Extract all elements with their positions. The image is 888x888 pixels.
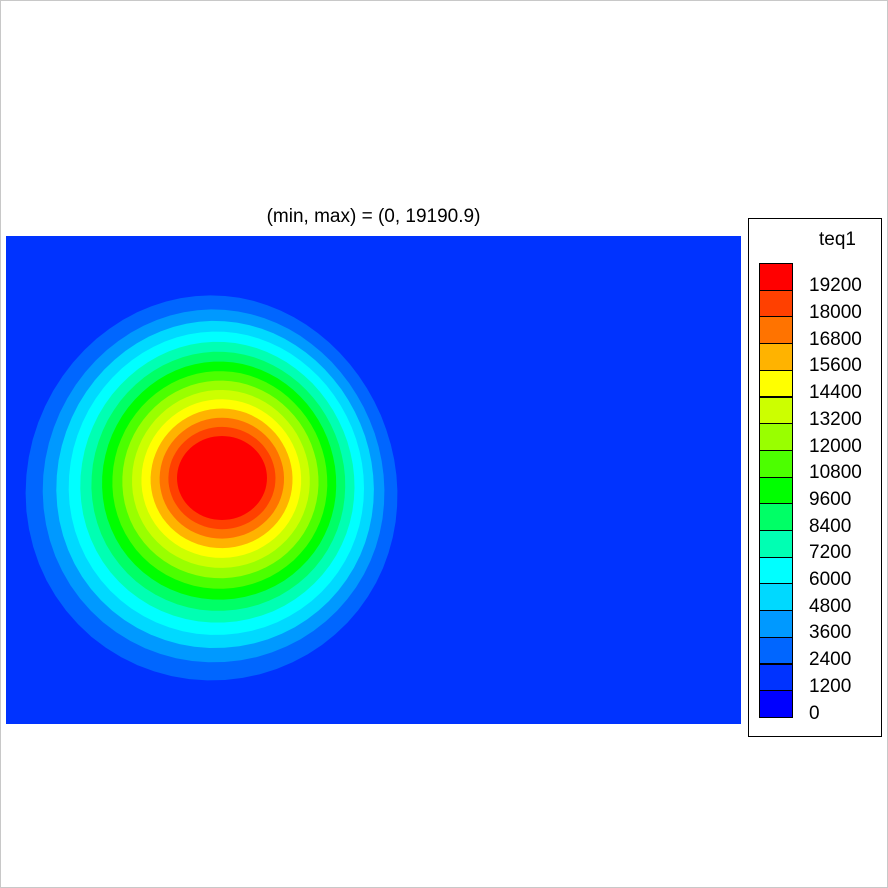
legend-label-4800: 4800 — [809, 595, 852, 617]
legend: teq1 19200 18000 16800 15600 14400 13200 12000… — [748, 218, 882, 737]
legend-swatch-8400 — [759, 503, 793, 531]
legend-swatch-4800 — [759, 583, 793, 612]
legend-label-15600: 15600 — [809, 355, 862, 377]
legend-label-12000: 12000 — [809, 435, 862, 457]
legend-label-2400: 2400 — [809, 649, 852, 671]
legend-swatch-9600 — [759, 476, 793, 505]
legend-label-3600: 3600 — [809, 622, 852, 644]
legend-swatch-7200 — [759, 530, 793, 558]
legend-swatch-1200 — [759, 663, 793, 692]
legend-swatch-10800 — [759, 449, 793, 478]
legend-label-10800: 10800 — [809, 462, 862, 484]
legend-label-14400: 14400 — [809, 382, 862, 404]
legend-title: teq1 — [819, 229, 856, 250]
legend-label-13200: 13200 — [809, 408, 862, 430]
legend-label-1200: 1200 — [809, 675, 852, 697]
legend-swatch-14400 — [759, 369, 793, 398]
legend-label-6000: 6000 — [809, 569, 852, 591]
legend-swatch-12000 — [759, 423, 793, 451]
legend-swatch-13200 — [759, 396, 793, 425]
legend-label-8400: 8400 — [809, 515, 852, 537]
legend-label-18000: 18000 — [809, 302, 862, 324]
legend-label-9600: 9600 — [809, 488, 852, 510]
legend-swatch-3600 — [759, 610, 793, 638]
legend-label-7200: 7200 — [809, 542, 852, 564]
legend-label-0: 0 — [809, 702, 820, 724]
legend-label-16800: 16800 — [809, 328, 862, 350]
legend-swatch-15600 — [759, 343, 793, 371]
legend-swatch-6000 — [759, 556, 793, 585]
legend-swatch-19200 — [759, 263, 793, 291]
plot-title: (min, max) = (0, 19190.9) — [266, 206, 481, 227]
legend-label-19200: 19200 — [809, 275, 862, 297]
legend-swatch-16800 — [759, 316, 793, 345]
contour-band-18000 — [177, 436, 267, 520]
legend-swatch-2400 — [759, 636, 793, 665]
legend-swatch-18000 — [759, 289, 793, 318]
legend-swatch-0 — [759, 690, 793, 718]
